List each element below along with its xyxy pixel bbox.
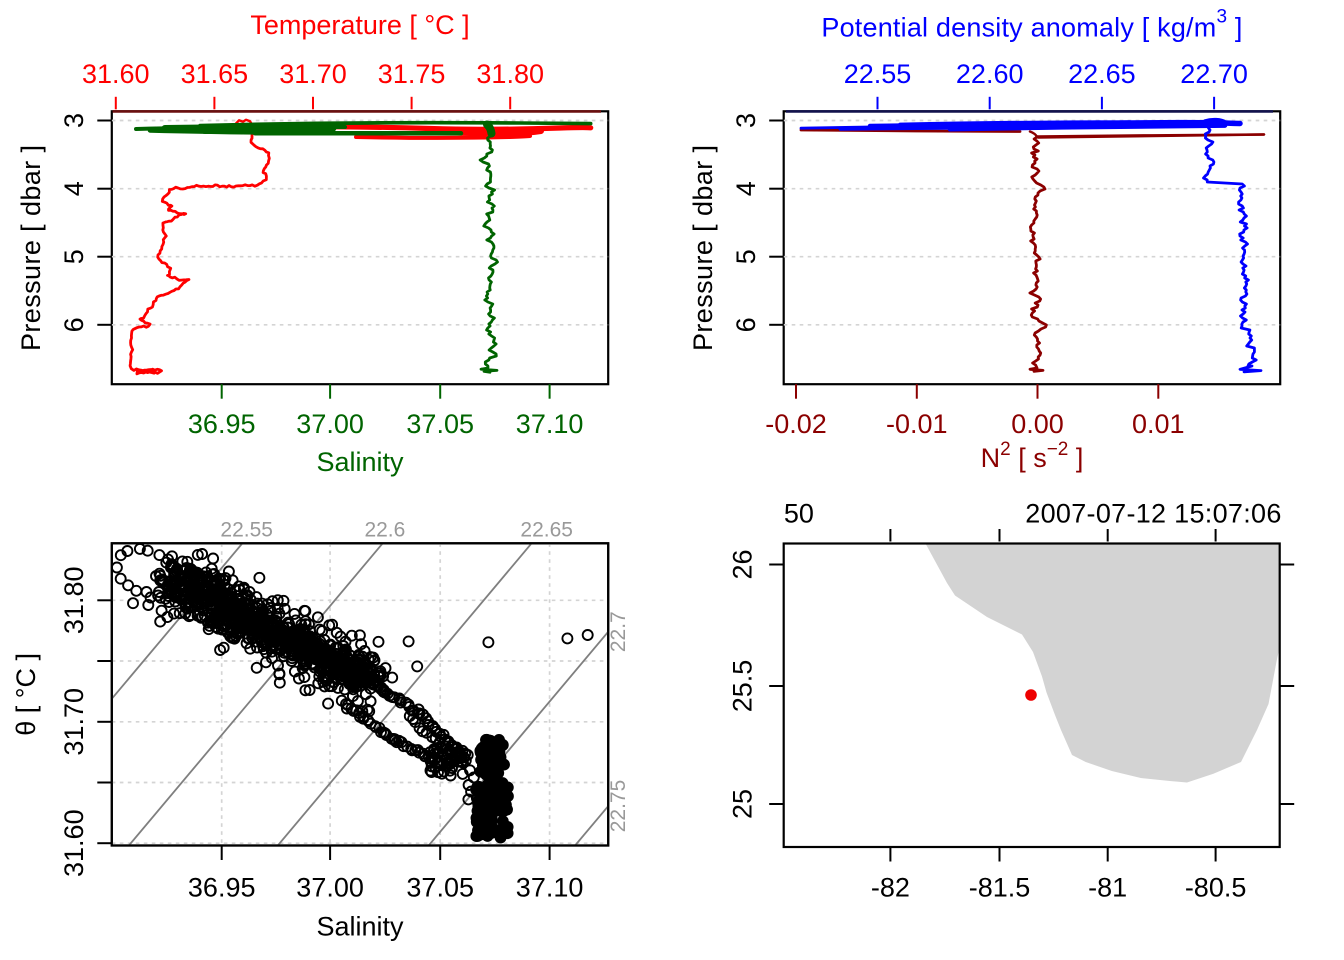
svg-text:31.80: 31.80 bbox=[59, 567, 89, 635]
svg-text:-80.5: -80.5 bbox=[1185, 873, 1247, 903]
svg-text:Pressure [ dbar ]: Pressure [ dbar ] bbox=[688, 145, 718, 351]
svg-text:6: 6 bbox=[731, 317, 761, 332]
svg-text:22.75: 22.75 bbox=[607, 780, 630, 833]
svg-text:22.65: 22.65 bbox=[520, 518, 573, 541]
svg-text:22.55: 22.55 bbox=[844, 59, 912, 89]
svg-text:22.6: 22.6 bbox=[364, 518, 405, 541]
svg-text:-81: -81 bbox=[1088, 873, 1127, 903]
svg-text:-81.5: -81.5 bbox=[969, 873, 1031, 903]
svg-text:37.10: 37.10 bbox=[516, 873, 584, 903]
svg-text:0.00: 0.00 bbox=[1011, 409, 1064, 439]
svg-text:31.70: 31.70 bbox=[59, 688, 89, 756]
svg-text:Salinity: Salinity bbox=[316, 912, 404, 942]
svg-text:37.00: 37.00 bbox=[296, 873, 364, 903]
svg-text:50: 50 bbox=[784, 499, 814, 529]
svg-text:31.70: 31.70 bbox=[279, 59, 347, 89]
svg-text:37.00: 37.00 bbox=[296, 409, 364, 439]
svg-text:22.55: 22.55 bbox=[220, 518, 273, 541]
svg-text:-0.01: -0.01 bbox=[886, 409, 948, 439]
svg-text:36.95: 36.95 bbox=[188, 409, 256, 439]
svg-text:5: 5 bbox=[731, 249, 761, 264]
svg-text:22.60: 22.60 bbox=[956, 59, 1024, 89]
svg-text:-82: -82 bbox=[871, 873, 910, 903]
svg-text:4: 4 bbox=[59, 181, 89, 196]
svg-text:Temperature [ °C ]: Temperature [ °C ] bbox=[250, 10, 469, 40]
svg-text:22.65: 22.65 bbox=[1068, 59, 1136, 89]
svg-text:4: 4 bbox=[731, 181, 761, 196]
svg-text:31.80: 31.80 bbox=[476, 59, 544, 89]
svg-text:36.95: 36.95 bbox=[188, 873, 256, 903]
svg-text:37.05: 37.05 bbox=[406, 409, 474, 439]
svg-text:31.65: 31.65 bbox=[181, 59, 249, 89]
svg-text:37.05: 37.05 bbox=[406, 873, 474, 903]
svg-text:3: 3 bbox=[59, 113, 89, 128]
svg-text:θ [ °C ]: θ [ °C ] bbox=[11, 653, 41, 736]
svg-text:22.70: 22.70 bbox=[1180, 59, 1248, 89]
svg-text:25.5: 25.5 bbox=[728, 660, 758, 713]
svg-text:6: 6 bbox=[59, 317, 89, 332]
svg-text:31.60: 31.60 bbox=[59, 809, 89, 877]
svg-text:N2 [ s−2 ]: N2 [ s−2 ] bbox=[981, 439, 1084, 473]
svg-text:Pressure [ dbar ]: Pressure [ dbar ] bbox=[16, 145, 46, 351]
svg-text:0.01: 0.01 bbox=[1132, 409, 1185, 439]
svg-text:3: 3 bbox=[731, 113, 761, 128]
svg-text:37.10: 37.10 bbox=[516, 409, 584, 439]
svg-text:26: 26 bbox=[728, 549, 758, 579]
svg-text:Potential density anomaly [ kg: Potential density anomaly [ kg/m3 ] bbox=[821, 7, 1242, 43]
svg-text:22.7: 22.7 bbox=[607, 611, 630, 652]
svg-text:31.60: 31.60 bbox=[82, 59, 150, 89]
svg-text:5: 5 bbox=[59, 249, 89, 264]
svg-text:Salinity: Salinity bbox=[316, 447, 404, 477]
svg-text:25: 25 bbox=[728, 789, 758, 819]
svg-text:2007-07-12 15:07:06: 2007-07-12 15:07:06 bbox=[1025, 499, 1281, 529]
svg-text:-0.02: -0.02 bbox=[765, 409, 827, 439]
svg-text:31.75: 31.75 bbox=[378, 59, 446, 89]
